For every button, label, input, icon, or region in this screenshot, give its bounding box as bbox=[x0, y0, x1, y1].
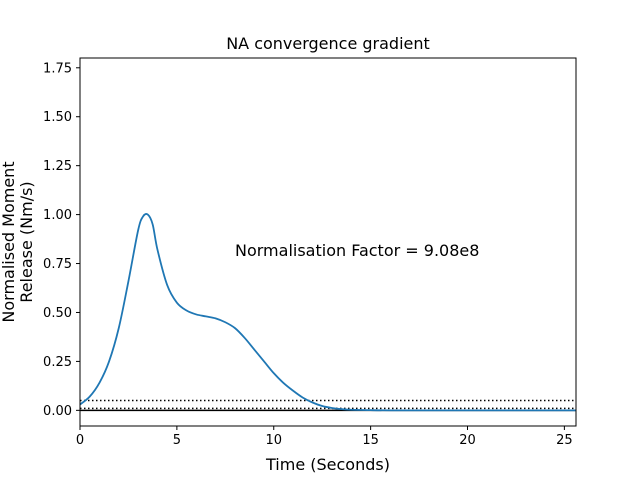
x-tick-label-5: 25 bbox=[556, 433, 573, 448]
normalisation-annotation: Normalisation Factor = 9.08e8 bbox=[235, 241, 479, 260]
chart-title: NA convergence gradient bbox=[226, 34, 430, 53]
x-tick-label-2: 10 bbox=[265, 433, 282, 448]
y-tick-label-2: 0.50 bbox=[43, 306, 72, 321]
y-tick-label-1: 0.25 bbox=[43, 355, 72, 370]
x-axis-label: Time (Seconds) bbox=[265, 455, 390, 474]
y-tick-label-5: 1.25 bbox=[43, 159, 72, 174]
x-tick-label-1: 5 bbox=[173, 433, 181, 448]
y-axis-label-line-2: Release (Nm/s) bbox=[17, 181, 36, 302]
y-tick-label-4: 1.00 bbox=[43, 208, 72, 223]
series-layer bbox=[79, 213, 576, 412]
x-tick-label-3: 15 bbox=[362, 433, 379, 448]
series-line-0 bbox=[79, 213, 576, 412]
y-axis-label-line-1: Normalised Moment bbox=[0, 161, 18, 322]
y-tick-label-0: 0.00 bbox=[43, 404, 72, 419]
x-axis: 0 5 10 15 20 25 bbox=[76, 426, 573, 448]
x-tick-label-4: 20 bbox=[459, 433, 476, 448]
y-tick-label-3: 0.75 bbox=[43, 257, 72, 272]
y-tick-label-7: 1.75 bbox=[43, 61, 72, 76]
y-axis: 0.00 0.25 0.50 0.75 1.00 1.25 1.50 1.75 bbox=[43, 61, 80, 419]
y-tick-label-6: 1.50 bbox=[43, 110, 72, 125]
plot-area bbox=[79, 57, 577, 427]
x-tick-label-0: 0 bbox=[76, 433, 84, 448]
y-axis-label: Normalised Moment Release (Nm/s) bbox=[0, 161, 36, 322]
